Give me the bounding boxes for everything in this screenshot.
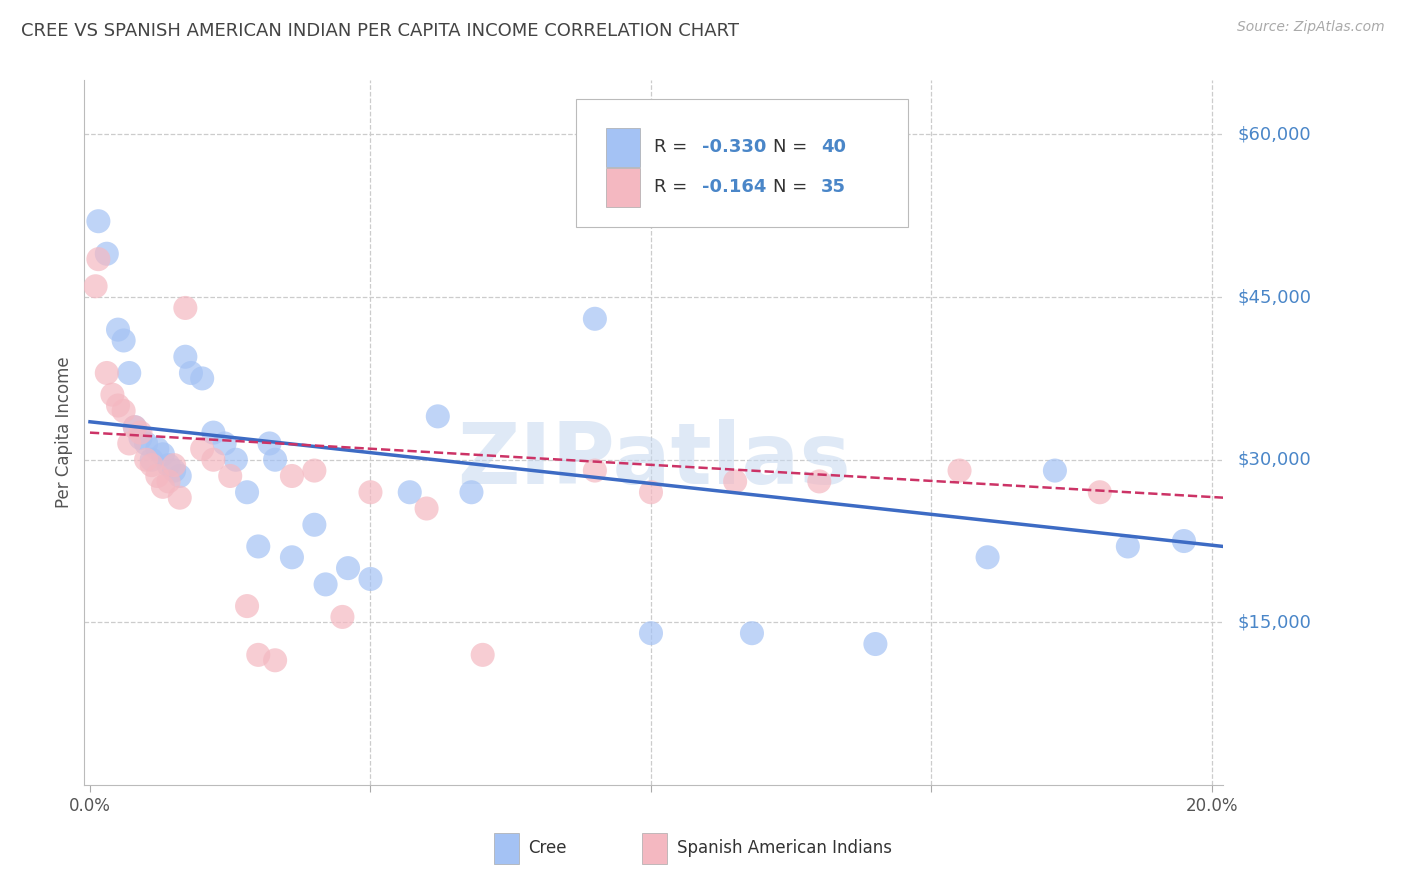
Point: [1088, 485, 1111, 500]
Point: [118, 366, 141, 380]
Text: R =: R =: [654, 178, 693, 196]
Text: -0.330: -0.330: [702, 138, 766, 156]
Point: [141, 458, 163, 472]
Point: [152, 447, 174, 461]
Text: 35: 35: [821, 178, 846, 196]
Point: [124, 420, 146, 434]
Point: [1043, 464, 1066, 478]
Point: [163, 464, 186, 478]
Point: [304, 517, 326, 532]
Point: [247, 648, 270, 662]
Point: [157, 458, 180, 472]
Point: [202, 452, 225, 467]
Point: [112, 404, 135, 418]
Point: [741, 626, 763, 640]
Point: [426, 409, 449, 424]
Point: [191, 371, 214, 385]
Text: Cree: Cree: [529, 839, 567, 857]
Point: [471, 648, 494, 662]
Point: [107, 323, 129, 337]
Bar: [495, 832, 519, 864]
Point: [359, 572, 381, 586]
Point: [415, 501, 437, 516]
Y-axis label: Per Capita Income: Per Capita Income: [55, 357, 73, 508]
Bar: [606, 128, 640, 167]
Text: Spanish American Indians: Spanish American Indians: [676, 839, 891, 857]
Text: R =: R =: [654, 138, 693, 156]
Point: [264, 452, 287, 467]
Text: 40: 40: [821, 138, 846, 156]
Point: [214, 436, 236, 450]
Point: [87, 252, 110, 267]
Point: [129, 425, 152, 440]
Text: $45,000: $45,000: [1237, 288, 1312, 306]
Point: [332, 610, 354, 624]
Point: [976, 550, 998, 565]
Text: Source: ZipAtlas.com: Source: ZipAtlas.com: [1237, 20, 1385, 34]
Point: [398, 485, 420, 500]
Point: [337, 561, 360, 575]
Text: $60,000: $60,000: [1237, 126, 1310, 144]
Point: [101, 387, 124, 401]
Point: [152, 480, 174, 494]
Point: [180, 366, 202, 380]
Point: [359, 485, 381, 500]
Point: [225, 452, 247, 467]
Point: [1173, 534, 1195, 549]
Point: [865, 637, 887, 651]
Point: [169, 469, 191, 483]
Point: [259, 436, 281, 450]
Point: [281, 469, 304, 483]
Point: [112, 334, 135, 348]
Point: [191, 442, 214, 456]
Point: [87, 214, 110, 228]
Point: [808, 475, 831, 489]
Point: [315, 577, 337, 591]
Point: [948, 464, 970, 478]
Text: $15,000: $15,000: [1237, 614, 1310, 632]
Text: N =: N =: [773, 178, 813, 196]
Point: [304, 464, 326, 478]
Point: [236, 485, 259, 500]
Point: [118, 436, 141, 450]
Point: [202, 425, 225, 440]
Point: [96, 366, 118, 380]
Point: [84, 279, 107, 293]
Point: [724, 475, 747, 489]
Point: [107, 399, 129, 413]
Point: [129, 431, 152, 445]
Bar: [606, 168, 640, 207]
Point: [141, 452, 163, 467]
Point: [583, 311, 606, 326]
Point: [174, 301, 197, 315]
Point: [247, 540, 270, 554]
Point: [640, 485, 662, 500]
Point: [219, 469, 242, 483]
Bar: [643, 832, 668, 864]
Text: $30,000: $30,000: [1237, 450, 1310, 468]
Point: [460, 485, 482, 500]
Point: [124, 420, 146, 434]
Point: [264, 653, 287, 667]
Point: [163, 458, 186, 472]
Point: [236, 599, 259, 613]
FancyBboxPatch shape: [576, 99, 908, 227]
Text: ZIPatlas: ZIPatlas: [457, 419, 851, 502]
Point: [169, 491, 191, 505]
Point: [1116, 540, 1139, 554]
Text: N =: N =: [773, 138, 813, 156]
Point: [135, 452, 157, 467]
Point: [135, 436, 157, 450]
Point: [281, 550, 304, 565]
Point: [146, 469, 169, 483]
Point: [96, 246, 118, 260]
Point: [157, 475, 180, 489]
Point: [174, 350, 197, 364]
Text: CREE VS SPANISH AMERICAN INDIAN PER CAPITA INCOME CORRELATION CHART: CREE VS SPANISH AMERICAN INDIAN PER CAPI…: [21, 22, 740, 40]
Point: [640, 626, 662, 640]
Point: [583, 464, 606, 478]
Text: -0.164: -0.164: [702, 178, 766, 196]
Point: [146, 442, 169, 456]
